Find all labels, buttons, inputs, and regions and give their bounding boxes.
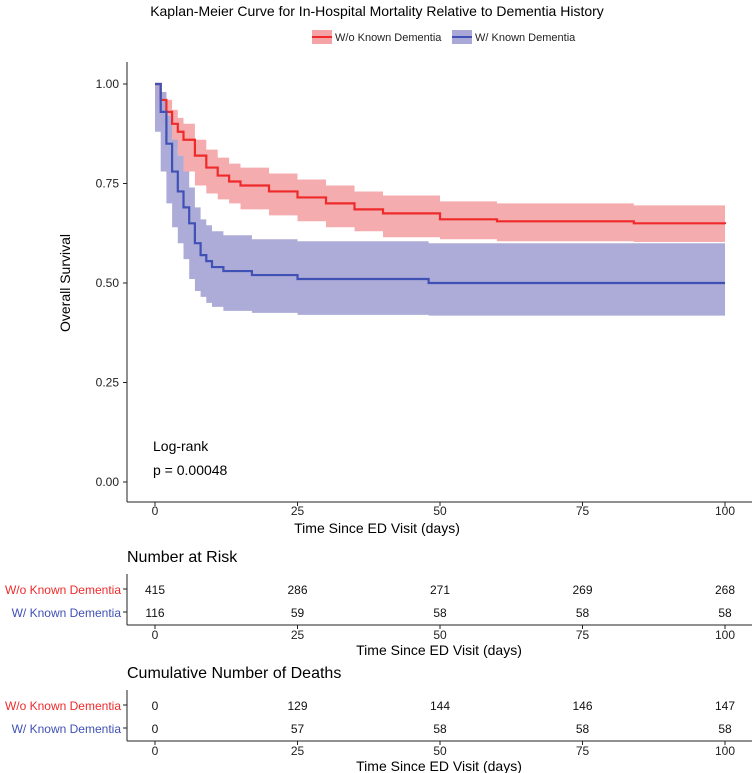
ci-band-1 xyxy=(155,84,725,316)
deaths-table-cell: 0 xyxy=(152,722,159,736)
deaths-table-cell: 147 xyxy=(715,699,735,713)
risk-table-cell: 59 xyxy=(291,606,305,620)
y-tick-label: 0.75 xyxy=(96,177,120,191)
risk-table-cell: 286 xyxy=(287,583,307,597)
x-tick-label: 0 xyxy=(152,504,159,518)
risk-table-cell: 116 xyxy=(145,606,164,620)
x-tick-label: 50 xyxy=(433,504,447,518)
p-value: p = 0.00048 xyxy=(153,462,228,478)
risk-table-cell: 58 xyxy=(718,606,732,620)
deaths-table-cell: 58 xyxy=(433,722,447,736)
logrank-label: Log-rank xyxy=(153,438,209,454)
deaths-table-cell: 129 xyxy=(287,699,307,713)
risk-table-cell: 271 xyxy=(430,583,450,597)
legend: W/o Known Dementia W/ Known Dementia xyxy=(312,30,576,44)
ci-band-0 xyxy=(155,84,725,243)
deaths-table-title: Cumulative Number of Deaths xyxy=(127,665,341,682)
x-axis-label: Time Since ED Visit (days) xyxy=(294,520,460,536)
risk-table-x-tick-label: 50 xyxy=(433,628,447,642)
x-tick-label: 100 xyxy=(715,504,735,518)
deaths-table-cell: 0 xyxy=(152,699,159,713)
risk-table-x-tick-label: 25 xyxy=(291,628,305,642)
y-tick-label: 0.25 xyxy=(96,376,120,390)
deaths-table-cell: 58 xyxy=(718,722,732,736)
deaths-table-cell: 57 xyxy=(291,722,305,736)
risk-table-cell: 269 xyxy=(572,583,592,597)
tables: Number at Risk W/o Known Dementia 415 286 27… xyxy=(5,549,752,773)
deaths-table-x-tick-label: 0 xyxy=(152,744,159,758)
x-tick-label: 75 xyxy=(576,504,590,518)
deaths-table-x-tick-label: 25 xyxy=(291,744,305,758)
deaths-table-x-tick-label: 75 xyxy=(576,744,590,758)
x-tick-label: 25 xyxy=(291,504,305,518)
risk-table-cell: 415 xyxy=(145,583,165,597)
deaths-table-row-label: W/o Known Dementia xyxy=(5,699,121,713)
deaths-table-x-tick-label: 100 xyxy=(715,744,735,758)
y-axis-label: Overall Survival xyxy=(57,234,73,332)
risk-table-x-label: Time Since ED Visit (days) xyxy=(356,642,522,658)
survival-line-0 xyxy=(155,82,727,225)
deaths-table-cell: 144 xyxy=(430,699,450,713)
chart-title: Kaplan-Meier Curve for In-Hospital Morta… xyxy=(150,3,604,19)
legend-label: W/ Known Dementia xyxy=(475,32,576,44)
risk-table-cell: 268 xyxy=(715,583,735,597)
y-tick-label: 0.00 xyxy=(96,475,120,489)
deaths-table-cell: 146 xyxy=(572,699,592,713)
y-tick-label: 0.50 xyxy=(96,276,120,290)
survival-plot: 0.00 0.25 0.50 0.75 1.00 0 25 50 75 100 xyxy=(96,62,752,518)
risk-table-cell: 58 xyxy=(433,606,447,620)
deaths-table-row-label: W/ Known Dementia xyxy=(12,722,122,736)
risk-table-cell: 58 xyxy=(576,606,590,620)
risk-table-x-tick-label: 0 xyxy=(152,628,159,642)
risk-table-row-label: W/o Known Dementia xyxy=(5,583,121,597)
deaths-table-cell: 58 xyxy=(576,722,590,736)
y-tick-label: 1.00 xyxy=(96,77,120,91)
survival-line-1 xyxy=(155,82,725,285)
deaths-table-x-tick-label: 50 xyxy=(433,744,447,758)
risk-table-x-tick-label: 100 xyxy=(715,628,735,642)
legend-label: W/o Known Dementia xyxy=(335,32,442,44)
risk-table-x-tick-label: 75 xyxy=(576,628,590,642)
risk-table-title: Number at Risk xyxy=(127,549,238,566)
deaths-table-x-label: Time Since ED Visit (days) xyxy=(356,758,522,773)
risk-table-row-label: W/ Known Dementia xyxy=(12,606,122,620)
